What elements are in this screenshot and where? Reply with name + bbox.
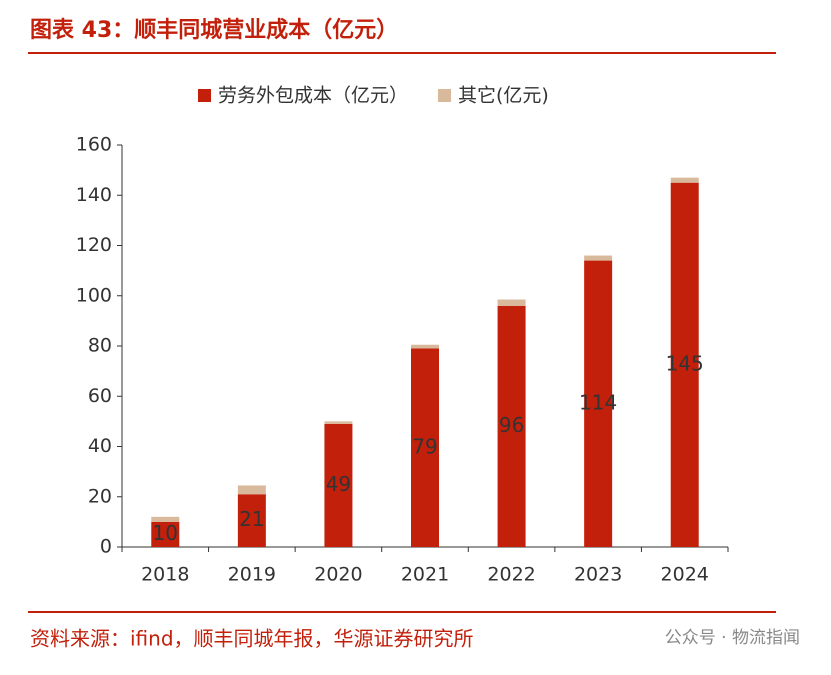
data-label: 96 bbox=[499, 413, 524, 437]
legend-label: 其它(亿元) bbox=[458, 85, 549, 107]
x-tick-label: 2018 bbox=[141, 564, 189, 586]
data-label: 49 bbox=[326, 472, 351, 496]
bar-segment bbox=[584, 255, 613, 261]
bar-segment bbox=[411, 348, 439, 547]
y-tick-label: 80 bbox=[88, 335, 112, 357]
bar-segment bbox=[324, 423, 353, 547]
y-tick-label: 20 bbox=[88, 485, 112, 507]
data-label: 145 bbox=[666, 351, 704, 375]
x-tick-label: 2022 bbox=[487, 564, 535, 586]
bar-segment bbox=[411, 344, 439, 349]
y-tick-label: 40 bbox=[88, 435, 112, 457]
bar-segment bbox=[497, 299, 526, 306]
y-tick-label: 0 bbox=[100, 536, 112, 558]
y-tick-label: 100 bbox=[76, 284, 112, 306]
bar-segment bbox=[151, 521, 180, 547]
bar-segment bbox=[237, 485, 266, 495]
bar-segment bbox=[497, 305, 526, 547]
data-label: 21 bbox=[239, 507, 264, 531]
watermark: 公众号 · 物流指闻 bbox=[665, 628, 800, 648]
x-tick-label: 2024 bbox=[661, 564, 709, 586]
bar-segment bbox=[237, 494, 266, 547]
x-tick-label: 2019 bbox=[228, 564, 276, 586]
data-label: 79 bbox=[412, 434, 437, 458]
y-tick-label: 120 bbox=[76, 234, 112, 256]
bar-segment bbox=[151, 516, 180, 522]
legend-swatch bbox=[198, 89, 211, 102]
data-label: 10 bbox=[153, 521, 178, 545]
data-label: 114 bbox=[579, 390, 617, 414]
bar-segment bbox=[324, 421, 353, 424]
chart-title: 图表 43：顺丰同城营业成本（亿元） bbox=[30, 17, 398, 43]
x-tick-label: 2021 bbox=[401, 564, 449, 586]
legend-label: 劳务外包成本（亿元） bbox=[218, 85, 408, 107]
y-tick-label: 60 bbox=[88, 385, 112, 407]
bar-segment bbox=[670, 177, 699, 183]
bar-segment bbox=[584, 260, 613, 547]
y-tick-label: 140 bbox=[76, 184, 112, 206]
legend-swatch bbox=[438, 89, 452, 102]
source-note: 资料来源：ifind，顺丰同城年报，华源证券研究所 bbox=[30, 627, 474, 651]
bar-segment bbox=[670, 182, 699, 547]
y-tick-label: 160 bbox=[76, 134, 112, 156]
x-tick-label: 2023 bbox=[574, 564, 622, 586]
x-tick-label: 2020 bbox=[314, 564, 362, 586]
